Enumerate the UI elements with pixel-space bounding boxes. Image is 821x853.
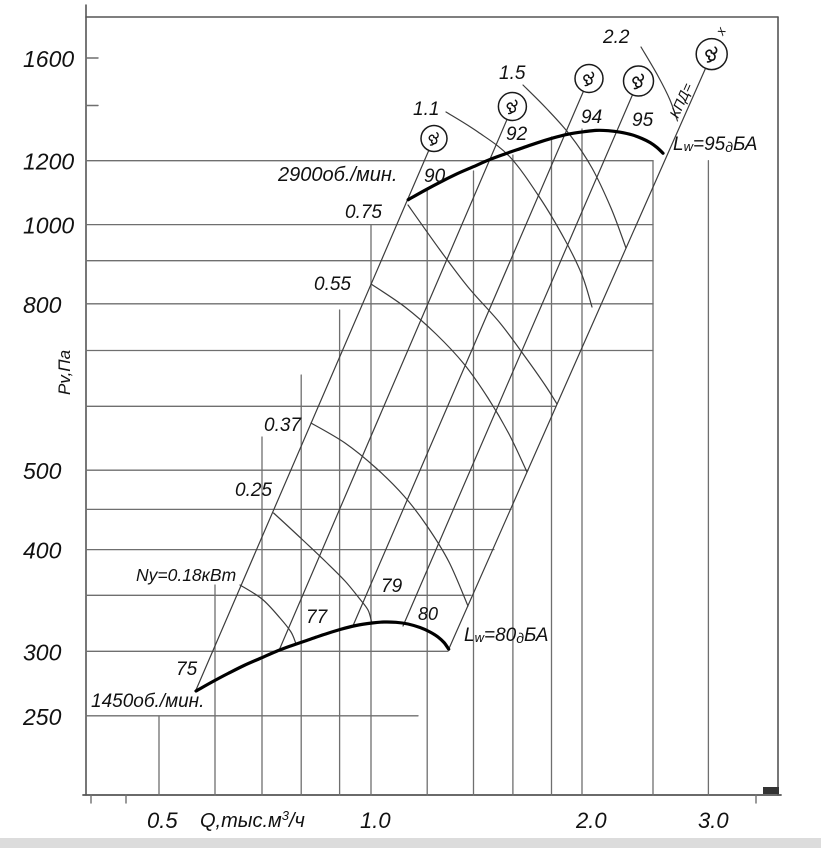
svg-text:1.1: 1.1 <box>413 99 439 120</box>
svg-text:1.0: 1.0 <box>360 808 391 833</box>
svg-text:2900об./мин.: 2900об./мин. <box>277 164 397 186</box>
svg-text:500: 500 <box>23 458 62 484</box>
svg-text:300: 300 <box>23 639 62 665</box>
svg-text:0.55: 0.55 <box>314 274 351 295</box>
svg-text:1450об./мин.: 1450об./мин. <box>91 691 204 712</box>
svg-text:0.25: 0.25 <box>235 480 272 501</box>
svg-text:1000: 1000 <box>23 213 74 239</box>
svg-text:2.0: 2.0 <box>575 808 607 833</box>
svg-text:77: 77 <box>306 607 329 628</box>
svg-text:1600: 1600 <box>23 46 74 72</box>
svg-text:92: 92 <box>506 124 528 145</box>
svg-text:0.37: 0.37 <box>264 415 302 436</box>
svg-text:250: 250 <box>22 704 62 730</box>
svg-text:1.5: 1.5 <box>499 63 526 84</box>
svg-text:75: 75 <box>176 659 198 680</box>
svg-text:1200: 1200 <box>23 149 74 175</box>
svg-text:79: 79 <box>381 576 403 597</box>
svg-text:0.5: 0.5 <box>147 808 178 833</box>
svg-text:Lw=95дБА: Lw=95дБА <box>673 134 757 155</box>
svg-text:800: 800 <box>23 292 62 318</box>
svg-text:Lw=80дБА: Lw=80дБА <box>464 625 548 646</box>
svg-text:80: 80 <box>418 604 438 624</box>
svg-text:400: 400 <box>23 538 62 564</box>
svg-text:Pv,Па: Pv,Па <box>55 350 74 395</box>
svg-text:Ny=0.18кВт: Ny=0.18кВт <box>136 565 236 585</box>
svg-text:0.75: 0.75 <box>345 202 382 223</box>
svg-text:2.2: 2.2 <box>602 27 630 48</box>
svg-text:94: 94 <box>581 107 602 128</box>
svg-text:3.0: 3.0 <box>698 808 729 833</box>
svg-text:95: 95 <box>632 110 654 131</box>
svg-text:Q,тыс.м3/ч: Q,тыс.м3/ч <box>200 808 305 833</box>
svg-text:90: 90 <box>424 166 446 187</box>
